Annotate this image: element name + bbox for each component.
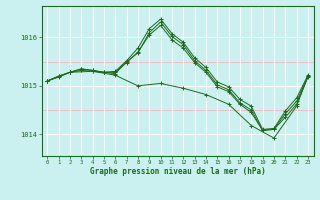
X-axis label: Graphe pression niveau de la mer (hPa): Graphe pression niveau de la mer (hPa) [90,167,266,176]
